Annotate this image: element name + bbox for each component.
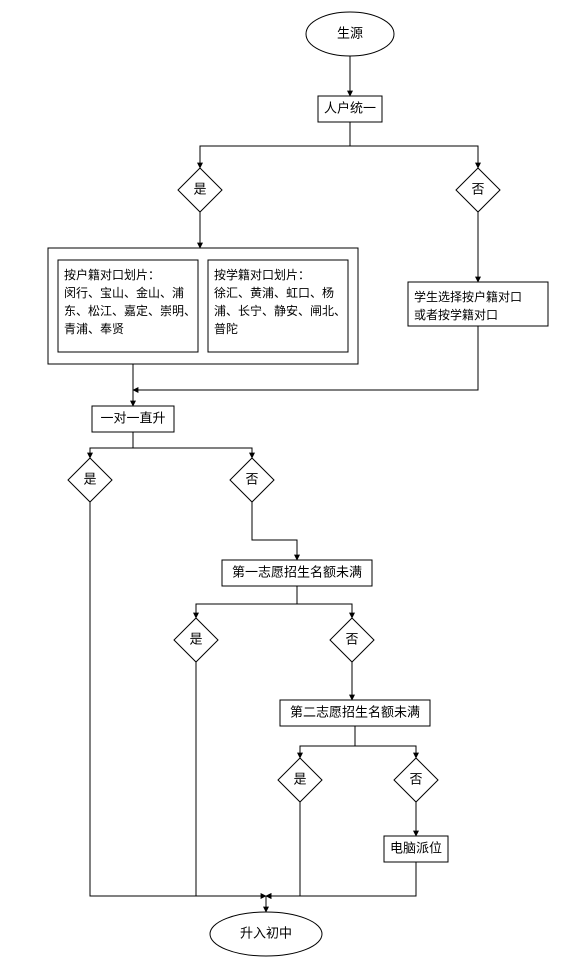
node-label: 第一志愿招生名额未满 xyxy=(232,564,362,579)
node-label: 学生选择按户籍对口 xyxy=(414,289,522,304)
node-label: 否 xyxy=(409,771,422,786)
node-label: 升入初中 xyxy=(240,925,292,940)
node-label: 是 xyxy=(189,631,202,646)
node-label: 一对一直升 xyxy=(100,410,165,425)
node-label: 是 xyxy=(193,181,206,196)
node-label: 浦、长宁、静安、闸北、 xyxy=(214,303,346,318)
node-label: 徐汇、黄浦、虹口、杨 xyxy=(214,285,334,300)
node-label: 否 xyxy=(471,181,484,196)
node-label: 或者按学籍对口 xyxy=(414,307,498,322)
node-label: 按户籍对口划片： xyxy=(64,267,160,282)
node-label: 是 xyxy=(83,471,96,486)
node-label: 普陀 xyxy=(214,321,238,336)
node-label: 东、松江、嘉定、崇明、 xyxy=(64,303,196,318)
node-label: 否 xyxy=(345,631,358,646)
node-label: 是 xyxy=(293,771,306,786)
node-label: 闵行、宝山、金山、浦 xyxy=(64,285,184,300)
node-label: 电脑派位 xyxy=(390,840,442,855)
node-label: 青浦、奉贤 xyxy=(64,322,124,336)
node-label: 否 xyxy=(245,471,258,486)
node-label: 按学籍对口划片： xyxy=(214,267,310,282)
node-label: 生源 xyxy=(337,25,363,40)
node-label: 第二志愿招生名额未满 xyxy=(290,704,420,719)
node-label: 人户统一 xyxy=(324,100,376,115)
